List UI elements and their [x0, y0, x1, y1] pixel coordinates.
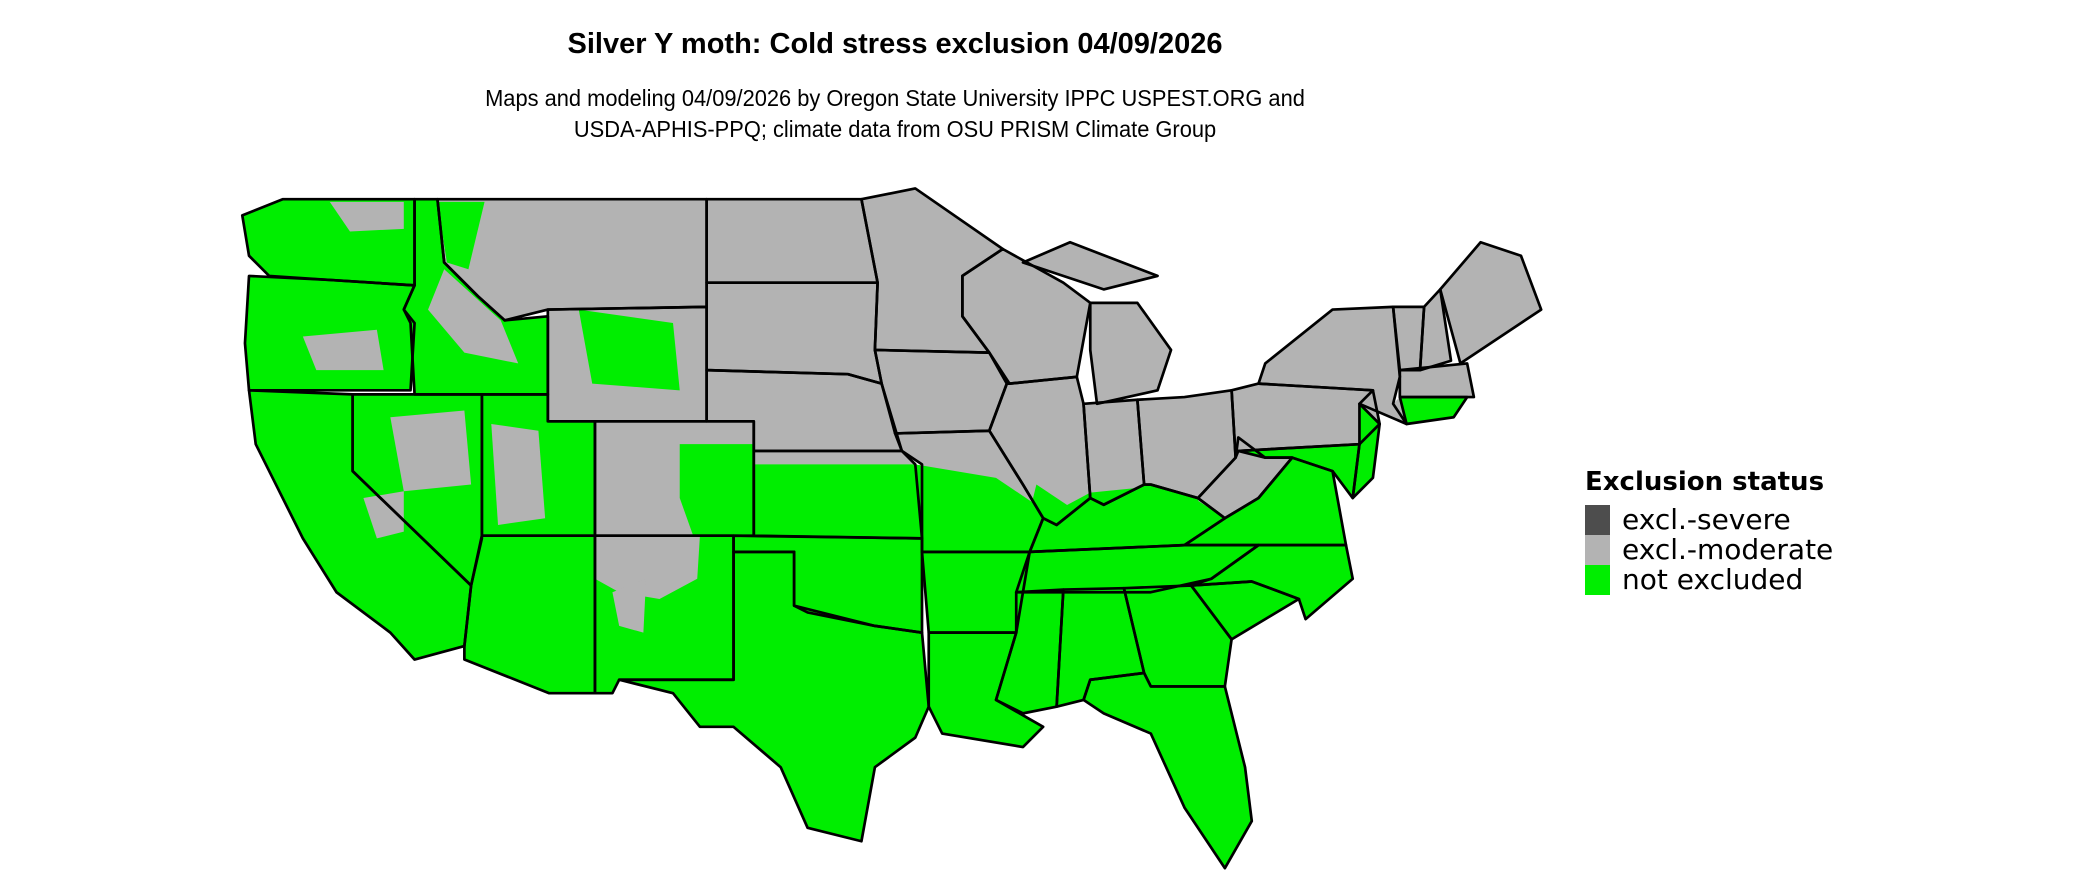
region-fill-pa — [1231, 383, 1380, 458]
region-fill-me — [1440, 242, 1542, 364]
region-border-or — [243, 274, 416, 392]
region-fill-or — [244, 275, 415, 391]
region-fill-in — [1083, 399, 1145, 505]
map-subtitle-line-2: USDA-APHIS-PPQ; climate data from OSU PR… — [573, 116, 1217, 142]
region-fill-va — [1184, 457, 1346, 546]
region-fill-nd — [706, 199, 878, 283]
region-fill-mt — [437, 199, 707, 321]
legend-label-not-excluded: not excluded — [1622, 563, 1804, 596]
legend-swatch-moderate — [1585, 535, 1610, 565]
region-fill-az — [464, 535, 595, 694]
region-fill-ia — [874, 349, 1007, 434]
region-fill-al — [1056, 588, 1145, 707]
not-excluded-area — [753, 464, 1198, 552]
moderate-exclusion-area — [363, 491, 404, 539]
region-fill-ar — [922, 551, 1030, 633]
region-border-mi — [1088, 301, 1173, 406]
region-fill-ok — [733, 535, 923, 633]
legend-label-severe: excl.-severe — [1622, 503, 1791, 536]
moderate-exclusion-area — [302, 329, 384, 371]
region-fill-id — [403, 199, 548, 395]
map-subtitle-line-1: Maps and modeling 04/09/2026 by Oregon S… — [485, 85, 1305, 111]
region-border-fl — [1082, 671, 1254, 870]
region-border-tx — [617, 550, 931, 843]
region-fill-ca — [249, 390, 472, 660]
legend-item-moderate: excl.-moderate — [1585, 535, 1833, 565]
legend-swatch-severe — [1585, 505, 1610, 535]
moderate-exclusion-area — [1197, 464, 1259, 519]
region-fill-la — [928, 632, 1044, 748]
region-fill-nc — [1191, 545, 1353, 620]
legend-swatch-not-excluded — [1585, 565, 1610, 595]
moderate-exclusion-area — [329, 201, 404, 232]
not-excluded-area — [679, 444, 754, 536]
legend: Exclusion status excl.-severe excl.-mode… — [1585, 467, 1833, 595]
moderate-exclusion-area — [491, 423, 546, 525]
region-fill-mn — [861, 188, 1003, 353]
region-fill-miu — [1022, 242, 1158, 290]
legend-item-severe: excl.-severe — [1585, 505, 1833, 535]
region-fill-ma — [1399, 363, 1474, 398]
region-fill-ms — [996, 589, 1064, 714]
region-fill-sd — [706, 282, 882, 384]
region-border-nc — [1189, 543, 1355, 621]
region-border-ma — [1398, 362, 1476, 399]
moderate-exclusion-area — [390, 410, 472, 492]
legend-item-not-excluded: not excluded — [1585, 565, 1833, 595]
region-fill-sc — [1191, 581, 1299, 640]
region-border-ct — [1398, 395, 1469, 426]
legend-title: Exclusion status — [1585, 467, 1825, 497]
region-fill-oh — [1137, 390, 1236, 499]
moderate-exclusion-area — [428, 269, 519, 364]
region-border-me — [1438, 240, 1543, 365]
region-fill-vt — [1393, 306, 1425, 371]
region-fill-mi — [1090, 302, 1172, 404]
not-excluded-area — [578, 309, 680, 391]
legend-label-moderate: excl.-moderate — [1622, 533, 1834, 566]
region-border-miu — [1021, 240, 1159, 291]
region-fill-wi — [962, 249, 1091, 384]
region-fill-ga — [1123, 585, 1232, 687]
region-fill-tx — [619, 551, 929, 842]
moderate-exclusion-area — [594, 535, 700, 599]
region-border-nj — [1351, 402, 1381, 500]
region-border-ks — [752, 449, 924, 540]
moderate-exclusion-area — [612, 578, 647, 633]
region-fill-il — [989, 376, 1091, 525]
region-fill-ne — [706, 370, 902, 451]
region-border-ny — [1257, 305, 1408, 426]
map-title: Silver Y moth: Cold stress exclusion 04/… — [567, 28, 1223, 60]
not-excluded-area — [437, 201, 485, 270]
region-border-nh — [1418, 288, 1453, 372]
